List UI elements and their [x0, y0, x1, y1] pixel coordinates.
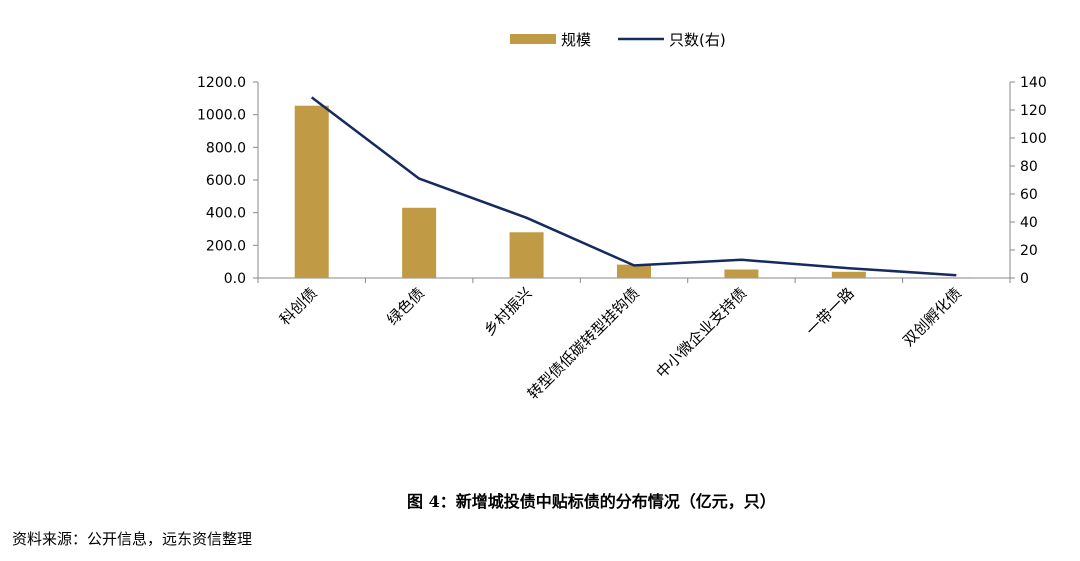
- x-tick-label: 双创孵化债: [899, 284, 965, 350]
- left-axis-tick-label: 800.0: [206, 140, 246, 156]
- bar: [294, 105, 329, 278]
- x-tick-label: 中小微企业支持债: [653, 284, 751, 382]
- bar: [402, 207, 437, 278]
- x-tick-label: 绿色债: [383, 284, 428, 329]
- x-tick-label: 一带一路: [803, 284, 858, 339]
- right-axis-tick-label: 20: [1020, 243, 1038, 259]
- left-axis-tick-label: 200.0: [206, 238, 246, 254]
- axes: 0.0 200.0 400.0 600.0 800.0 1000.0 1200.0 0 20 40…: [197, 75, 1047, 287]
- bar: [617, 264, 651, 278]
- right-axis-tick-label: 140: [1020, 75, 1047, 91]
- right-axis-tick-label: 40: [1020, 215, 1038, 231]
- right-axis-tick-label: 0: [1020, 271, 1029, 287]
- bar: [509, 232, 544, 278]
- right-axis-tick-label: 80: [1020, 159, 1038, 175]
- x-tick-label: 转型债低碳转型挂钩债: [524, 284, 643, 403]
- x-tick-label: 科创债: [276, 284, 321, 329]
- left-axis-tick-label: 0.0: [224, 271, 246, 287]
- legend: 规模 只数(右): [510, 31, 726, 49]
- line-series: [310, 96, 957, 277]
- right-axis-tick-label: 100: [1020, 131, 1047, 147]
- legend-label-bar: 规模: [561, 31, 591, 49]
- left-axis-tick-label: 400.0: [206, 206, 246, 222]
- bar: [831, 271, 866, 278]
- left-axis-tick-label: 1000.0: [197, 108, 246, 124]
- right-axis-tick-label: 60: [1020, 187, 1038, 203]
- bar: [724, 269, 759, 278]
- source-note: 资料来源：公开信息，远东资信整理: [12, 530, 253, 548]
- combo-chart: 规模 只数(右) 0.0 200.0 400.0 600.0 800.0 1000.0 120…: [197, 31, 1047, 403]
- left-axis-tick-label: 600.0: [206, 173, 246, 189]
- right-axis-tick-label: 120: [1020, 103, 1047, 119]
- figure-caption: 图 4：新增城投债中贴标债的分布情况（亿元，只）: [407, 492, 776, 511]
- x-tick-label: 乡村振兴: [480, 284, 535, 339]
- bar: [939, 277, 974, 278]
- bar-series: [294, 105, 974, 278]
- legend-swatch-bar: [510, 34, 556, 44]
- legend-label-line: 只数(右): [669, 31, 726, 49]
- left-axis-tick-label: 1200.0: [197, 75, 246, 91]
